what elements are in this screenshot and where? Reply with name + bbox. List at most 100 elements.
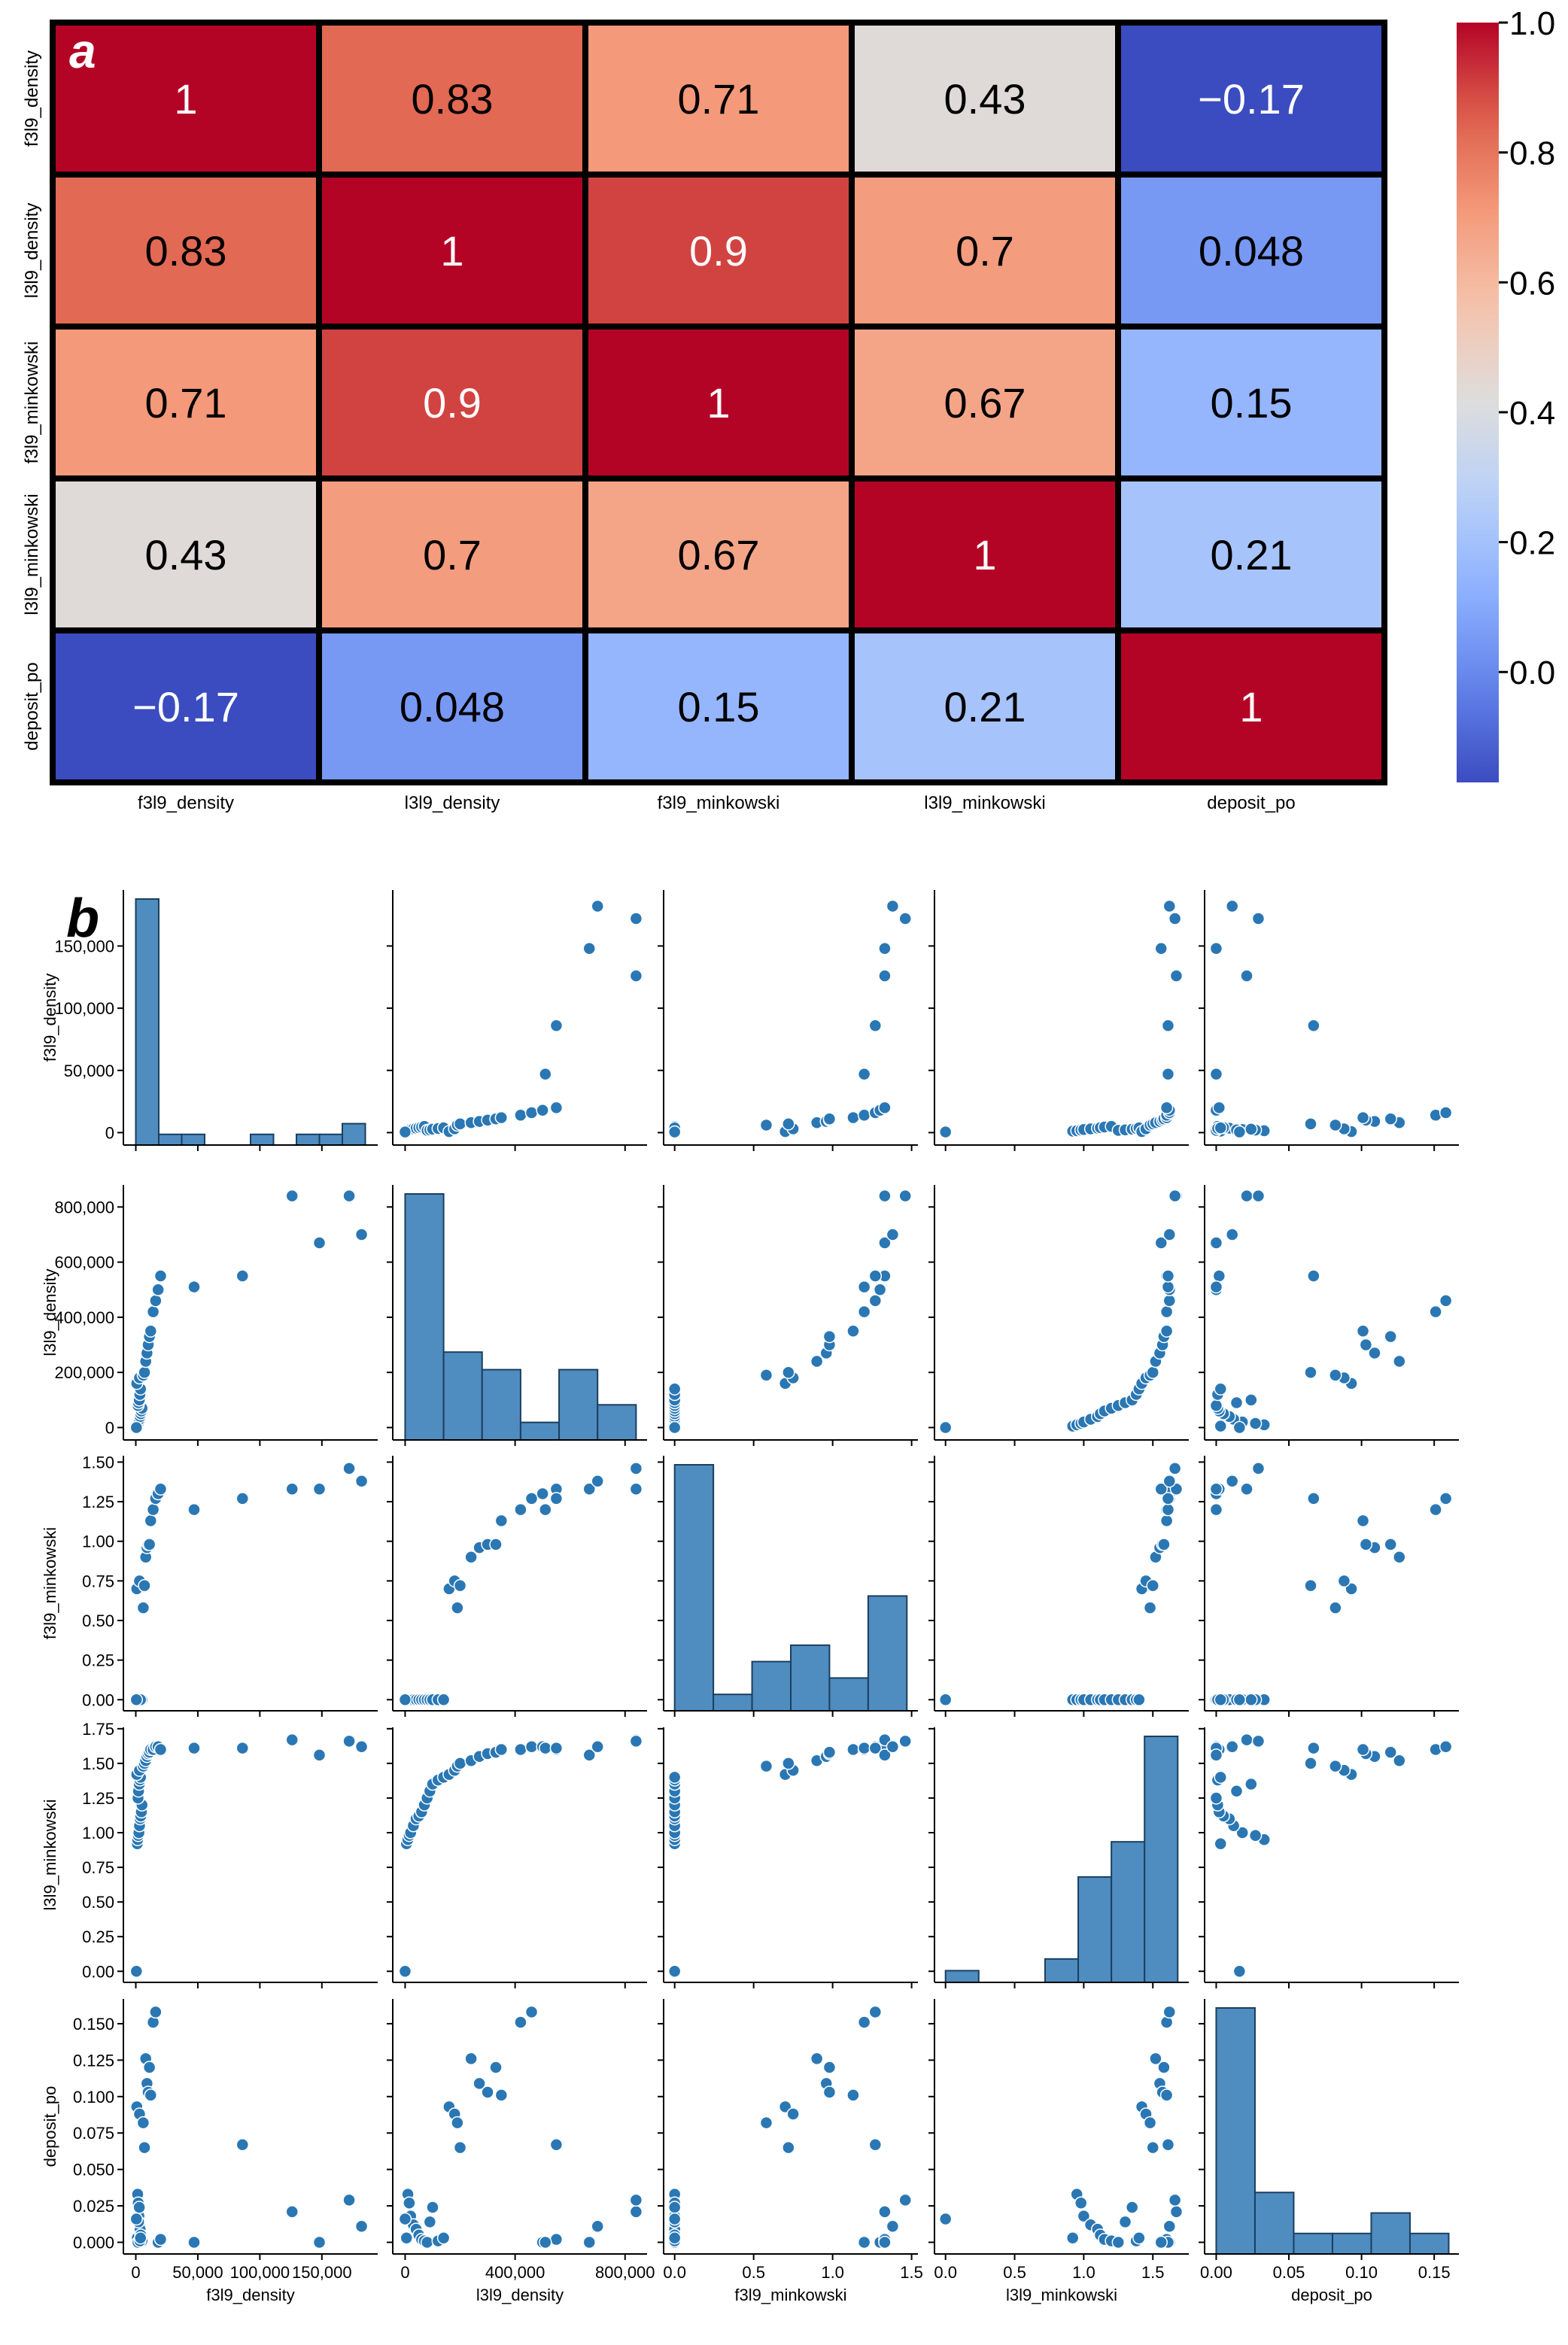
scatter-point xyxy=(1168,2193,1182,2207)
histogram-bar xyxy=(1408,2232,1450,2255)
heatmap-cell-label: 0.43 xyxy=(145,531,227,579)
scatter-point xyxy=(1159,2088,1174,2102)
scatter-point xyxy=(187,1502,201,1517)
scatter-point xyxy=(398,1964,412,1979)
scatter-point xyxy=(1307,1269,1320,1283)
scatter-point xyxy=(473,2076,486,2091)
histogram-bar xyxy=(1044,1958,1080,1984)
scatter-point xyxy=(938,2212,953,2226)
scatter-point xyxy=(153,1482,168,1496)
scatter-point xyxy=(868,1741,883,1755)
panel-label-b: b xyxy=(66,888,99,949)
scatter-point xyxy=(236,1741,250,1755)
colorbar-tick-label: 0.0 xyxy=(1509,655,1555,691)
scatter-point xyxy=(1161,1492,1175,1505)
scatter-point xyxy=(782,1757,795,1770)
scatter-point xyxy=(1244,1693,1258,1707)
x-tick-label: 0.5 xyxy=(1003,2263,1026,2282)
scatter-point xyxy=(1429,1305,1442,1319)
scatter-point xyxy=(1154,1482,1168,1496)
scatter-point xyxy=(312,1236,327,1250)
scatter-point xyxy=(136,1601,150,1614)
scatter-point xyxy=(1162,899,1177,913)
scatter-point xyxy=(285,1733,299,1747)
scatter-point xyxy=(453,1117,467,1131)
y-tick-label: 0.150 xyxy=(73,2015,114,2034)
heatmap-cell-label: 0.67 xyxy=(678,531,760,579)
scatter-point xyxy=(822,1745,837,1759)
histogram-bar xyxy=(1144,1736,1179,1983)
scatter-point xyxy=(129,1420,144,1435)
scatter-point xyxy=(1161,1502,1175,1517)
scatter-point xyxy=(782,1117,795,1131)
scatter-point xyxy=(1393,1754,1406,1767)
y-axis-label: l3l9_minkowski xyxy=(41,1800,59,1911)
histogram-bar xyxy=(558,1368,599,1441)
scatter-point xyxy=(1307,1019,1320,1032)
histogram-bar xyxy=(1370,2212,1411,2255)
y-tick-label: 1.25 xyxy=(82,1493,114,1511)
scatter-point xyxy=(759,1759,773,1773)
scatter-point xyxy=(878,1189,892,1203)
scatter-point xyxy=(1337,1574,1351,1588)
heatmap-cell-label: 0.21 xyxy=(944,683,1026,731)
scatter-point xyxy=(342,1462,356,1475)
scatter-point xyxy=(514,1108,527,1122)
histogram-bar xyxy=(944,1970,980,1983)
y-tick-label: 1.50 xyxy=(82,1754,114,1773)
scatter-point xyxy=(857,1741,871,1755)
scatter-point xyxy=(144,1324,158,1338)
scatter-point xyxy=(144,2088,158,2102)
x-tick-label: 0.10 xyxy=(1345,2263,1378,2282)
scatter-point xyxy=(591,1740,604,1754)
y-tick-label: 100,000 xyxy=(54,999,114,1018)
scatter-point xyxy=(494,1742,509,1757)
y-tick-label: 800,000 xyxy=(54,1198,114,1217)
scatter-point xyxy=(1329,1759,1342,1773)
scatter-point xyxy=(1157,1538,1171,1551)
scatter-point xyxy=(1307,1492,1320,1505)
y-tick-label: 0 xyxy=(105,1419,114,1438)
scatter-point xyxy=(810,1354,824,1368)
scatter-point xyxy=(1214,1121,1227,1135)
y-tick-label: 0.50 xyxy=(82,1611,114,1630)
scatter-point xyxy=(582,1482,597,1496)
scatter-point xyxy=(453,1578,467,1593)
scatter-point xyxy=(549,1741,564,1755)
scatter-point xyxy=(1329,1601,1342,1614)
x-tick-label: 1.0 xyxy=(821,2263,844,2282)
scatter-point xyxy=(285,1189,299,1203)
scatter-point xyxy=(1384,1329,1397,1344)
heatmap-cell xyxy=(582,172,855,330)
scatter-point xyxy=(1359,1538,1373,1551)
scatter-point xyxy=(354,1228,369,1241)
scatter-point xyxy=(822,2085,837,2099)
y-tick-label: 0.100 xyxy=(73,2088,114,2107)
histogram-bar xyxy=(181,1133,205,1146)
y-tick-label: 0.050 xyxy=(73,2161,114,2179)
scatter-point xyxy=(1162,1228,1177,1241)
scatter-point xyxy=(236,2137,250,2152)
scatter-point xyxy=(667,1420,682,1435)
scatter-point xyxy=(236,1492,250,1505)
scatter-point xyxy=(938,1420,953,1435)
x-tick-label: 1.0 xyxy=(1072,2263,1095,2282)
heatmap-cell xyxy=(316,324,588,481)
scatter-point xyxy=(1439,1740,1453,1754)
scatter-point xyxy=(1304,1117,1317,1131)
heatmap-cell xyxy=(316,475,588,633)
scatter-point xyxy=(1240,1189,1253,1203)
scatter-point xyxy=(667,1382,682,1396)
scatter-point xyxy=(464,1551,478,1564)
scatter-point xyxy=(786,2107,800,2121)
x-tick-label: 100,000 xyxy=(230,2263,290,2282)
scatter-point xyxy=(1168,1462,1182,1475)
y-tick-label: 0.025 xyxy=(73,2197,114,2216)
histogram-bar xyxy=(250,1133,275,1146)
y-tick-label: 0 xyxy=(105,1123,114,1142)
x-tick-label: 0.15 xyxy=(1418,2263,1451,2282)
scatter-point xyxy=(1162,2219,1177,2233)
heatmap-cell xyxy=(849,324,1121,481)
scatter-point xyxy=(1244,1777,1258,1791)
scatter-point xyxy=(1251,1734,1266,1748)
